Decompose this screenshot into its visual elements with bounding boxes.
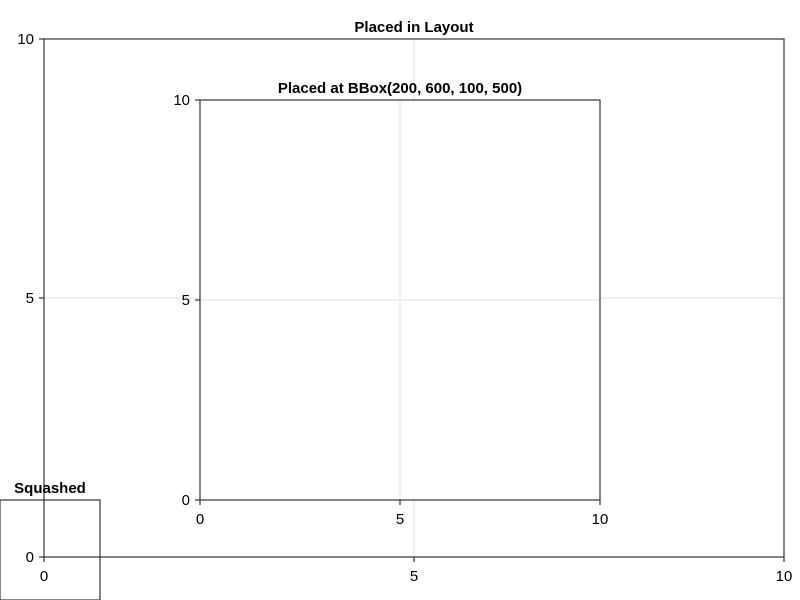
y-tick-label: 5 (182, 292, 190, 309)
x-tick-label: 0 (40, 568, 48, 585)
axis-layout: Placed in Layout 0 5 10 0 5 10 (17, 19, 792, 585)
axis-title: Squashed (14, 480, 86, 497)
y-tick-label: 5 (26, 290, 34, 307)
x-tick-label: 10 (592, 511, 609, 528)
axis-squashed: Squashed (0, 480, 101, 600)
x-tick-label: 5 (396, 511, 404, 528)
axis-frame (0, 499, 101, 600)
x-tick-label: 0 (196, 511, 204, 528)
y-tick-label: 0 (26, 549, 34, 566)
x-tick-label: 10 (776, 568, 793, 585)
axis-title: Placed in Layout (354, 19, 473, 36)
axis-title: Placed at BBox(200, 600, 100, 500) (278, 80, 522, 97)
y-tick-label: 10 (173, 92, 190, 109)
x-tick-label: 5 (410, 568, 418, 585)
axis-bbox: Placed at BBox(200, 600, 100, 500) 0 5 1… (173, 80, 608, 528)
y-tick-label: 10 (17, 31, 34, 48)
y-tick-label: 0 (182, 492, 190, 509)
